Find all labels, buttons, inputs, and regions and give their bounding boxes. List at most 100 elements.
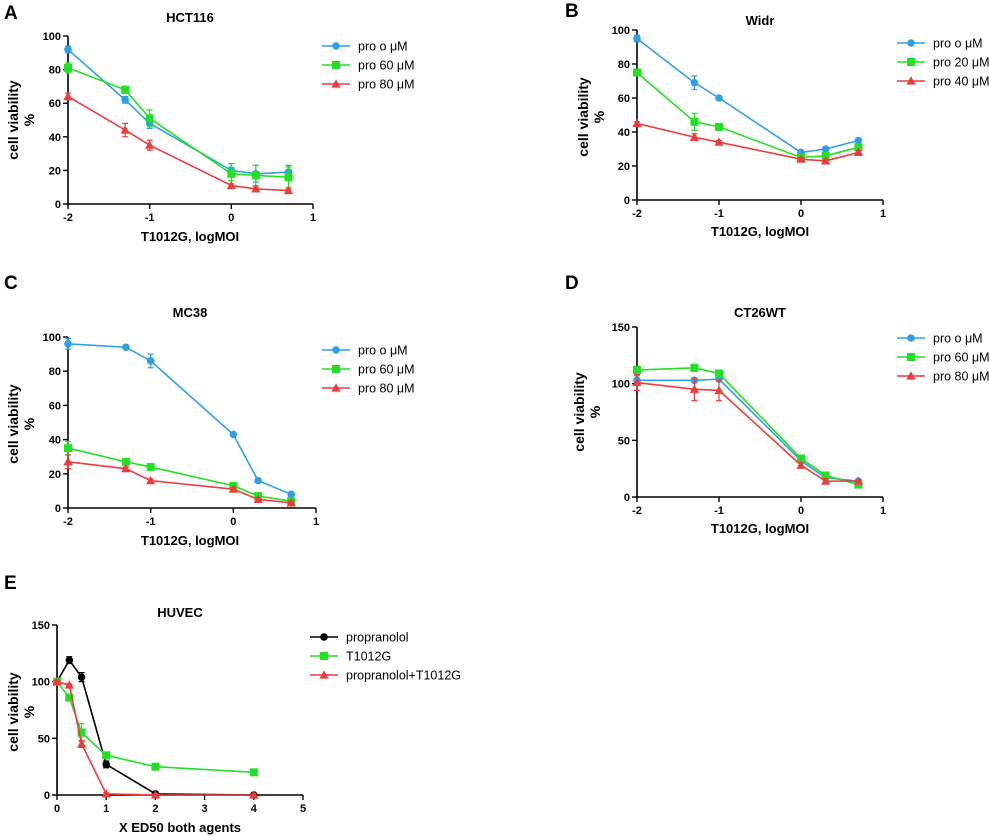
y-tick-label-0: 0 xyxy=(55,503,61,515)
series-line-pro-80-m xyxy=(67,95,289,192)
data-point-t1012g-1 xyxy=(65,693,74,702)
x-tick-label-1: 1 xyxy=(103,803,109,815)
y-tick-label-100: 100 xyxy=(32,677,50,689)
data-point-pro-80-m-4 xyxy=(251,184,261,193)
series-pro-o-m xyxy=(64,338,296,499)
y-tick-label-20: 20 xyxy=(618,161,630,173)
data-point-pro-o-m-1 xyxy=(121,96,129,104)
data-point-pro-60-m-0 xyxy=(633,366,641,375)
data-point-pro-40-m-4 xyxy=(821,156,831,165)
legend-label: pro 20 μM xyxy=(933,56,989,70)
y-axis-unit: % xyxy=(587,405,603,418)
panel-letter-d: D xyxy=(565,273,579,294)
y-axis-unit: % xyxy=(21,705,37,718)
y-axis-label: cell viability xyxy=(5,80,21,160)
x-tick-label-1: 1 xyxy=(310,212,316,224)
data-point-pro-o-m-1 xyxy=(122,343,130,352)
panel-a-hct116: A HCT116 0 20 40 60 80 100 -2 -1 0 1 T1012G, logM… xyxy=(4,3,415,244)
data-point-propranolol-2 xyxy=(77,673,86,681)
x-tick-label-1: -1 xyxy=(714,208,724,220)
data-point-pro-40-m-3 xyxy=(796,154,806,163)
data-point-pro-o-m-5 xyxy=(287,490,296,499)
legend-item-pro-60-m: pro 60 μM xyxy=(322,363,415,377)
data-point-pro-80-m-5 xyxy=(286,498,296,507)
series-line-pro-o-m xyxy=(636,37,859,154)
y-axis-unit: % xyxy=(21,417,37,430)
data-point-pro-20-m-1 xyxy=(690,117,699,126)
legend: pro o μM pro 20 μM pro 40 μM xyxy=(897,37,989,89)
x-tick-label-4: 4 xyxy=(251,803,258,815)
x-tick-label-0: 0 xyxy=(798,505,804,517)
data-point-pro-60-m-3 xyxy=(227,169,236,178)
x-tick-label-0: 0 xyxy=(798,208,804,220)
data-point-pro-40-m-2 xyxy=(714,137,724,146)
y-tick-label-50: 50 xyxy=(618,435,630,447)
legend-label: pro o μM xyxy=(933,37,983,51)
y-tick-label-150: 150 xyxy=(32,620,50,632)
data-point-pro-80-m-3 xyxy=(796,460,806,469)
legend-marker-t1012g xyxy=(320,652,328,660)
series-line-pro-o-m xyxy=(67,343,292,496)
data-point-pro-60-m-2 xyxy=(715,369,723,378)
x-tick-label-1: 1 xyxy=(313,516,319,528)
legend: pro o μM pro 60 μM pro 80 μM xyxy=(322,344,415,396)
legend-item-pro-60-m: pro 60 μM xyxy=(322,59,415,73)
x-tick-label-0: 0 xyxy=(54,803,60,815)
y-axis-unit: % xyxy=(21,113,37,126)
y-tick-label-150: 150 xyxy=(612,322,630,334)
y-axis-label: cell viability xyxy=(5,672,21,752)
data-point-pro-80-m-2 xyxy=(146,475,156,485)
legend: propranolol T1012G propranolol+T1012G xyxy=(310,631,461,683)
x-axis-label: T1012G, logMOI xyxy=(141,229,239,244)
series-pro-60-m xyxy=(633,363,863,489)
series-propranolol-t1012g xyxy=(52,676,259,799)
y-tick-label-0: 0 xyxy=(624,195,630,207)
data-point-pro-60-m-0 xyxy=(64,63,72,72)
panel-letter-e: E xyxy=(4,573,17,594)
x-axis-label: T1012G, logMOI xyxy=(141,533,239,548)
legend-label: T1012G xyxy=(346,650,391,664)
legend: pro o μM pro 60 μM pro 80 μM xyxy=(897,332,989,384)
x-tick-label-1: -1 xyxy=(146,516,156,528)
y-tick-label-20: 20 xyxy=(49,469,61,481)
data-point-pro-o-m-3 xyxy=(229,430,238,439)
x-tick-label-2: -2 xyxy=(632,505,642,517)
data-point-pro-60-m-1 xyxy=(121,85,130,94)
series-line-pro-20-m xyxy=(636,71,859,159)
legend-item-propranolol: propranolol xyxy=(310,631,409,645)
data-point-pro-60-m-1 xyxy=(690,363,699,372)
x-tick-label-2: -2 xyxy=(632,208,642,220)
y-axis-label: cell viability xyxy=(5,384,21,464)
legend-item-pro-80-m: pro 80 μM xyxy=(322,78,415,92)
legend-item-pro-o-m: pro o μM xyxy=(322,344,408,358)
data-point-pro-80-m-2 xyxy=(145,140,155,149)
series-pro-80-m xyxy=(632,374,863,485)
series-pro-80-m xyxy=(63,454,296,507)
series-line-pro-60-m xyxy=(67,67,289,178)
data-point-propranolol-t1012g-2 xyxy=(77,739,87,748)
data-point-pro-60-m-4 xyxy=(821,471,830,480)
y-tick-label-0: 0 xyxy=(55,199,61,211)
legend-item-pro-40-m: pro 40 μM xyxy=(897,75,989,89)
data-point-propranolol-t1012g-4 xyxy=(150,790,160,799)
data-point-pro-o-m-4 xyxy=(254,476,262,485)
legend-label: pro 80 μM xyxy=(358,78,415,92)
chart-title: Widr xyxy=(746,13,775,28)
data-point-pro-80-m-4 xyxy=(253,494,263,504)
data-point-pro-60-m-0 xyxy=(64,444,72,453)
data-point-pro-80-m-5 xyxy=(853,476,863,485)
y-tick-label-40: 40 xyxy=(49,132,61,144)
legend-label: pro 80 μM xyxy=(933,370,989,384)
data-point-pro-o-m-0 xyxy=(64,340,72,348)
data-point-pro-40-m-0 xyxy=(632,118,642,128)
chart-title: MC38 xyxy=(173,305,208,320)
legend-marker-pro-o-m xyxy=(907,334,915,342)
data-point-pro-80-m-0 xyxy=(632,377,642,387)
data-point-t1012g-4 xyxy=(151,762,160,771)
legend-item-pro-60-m: pro 60 μM xyxy=(897,351,989,365)
series-line-pro-o-m xyxy=(67,48,289,175)
y-axis-label: cell viability xyxy=(571,372,587,452)
legend-marker-pro-60-m xyxy=(907,353,915,361)
data-point-pro-60-m-4 xyxy=(251,171,260,180)
